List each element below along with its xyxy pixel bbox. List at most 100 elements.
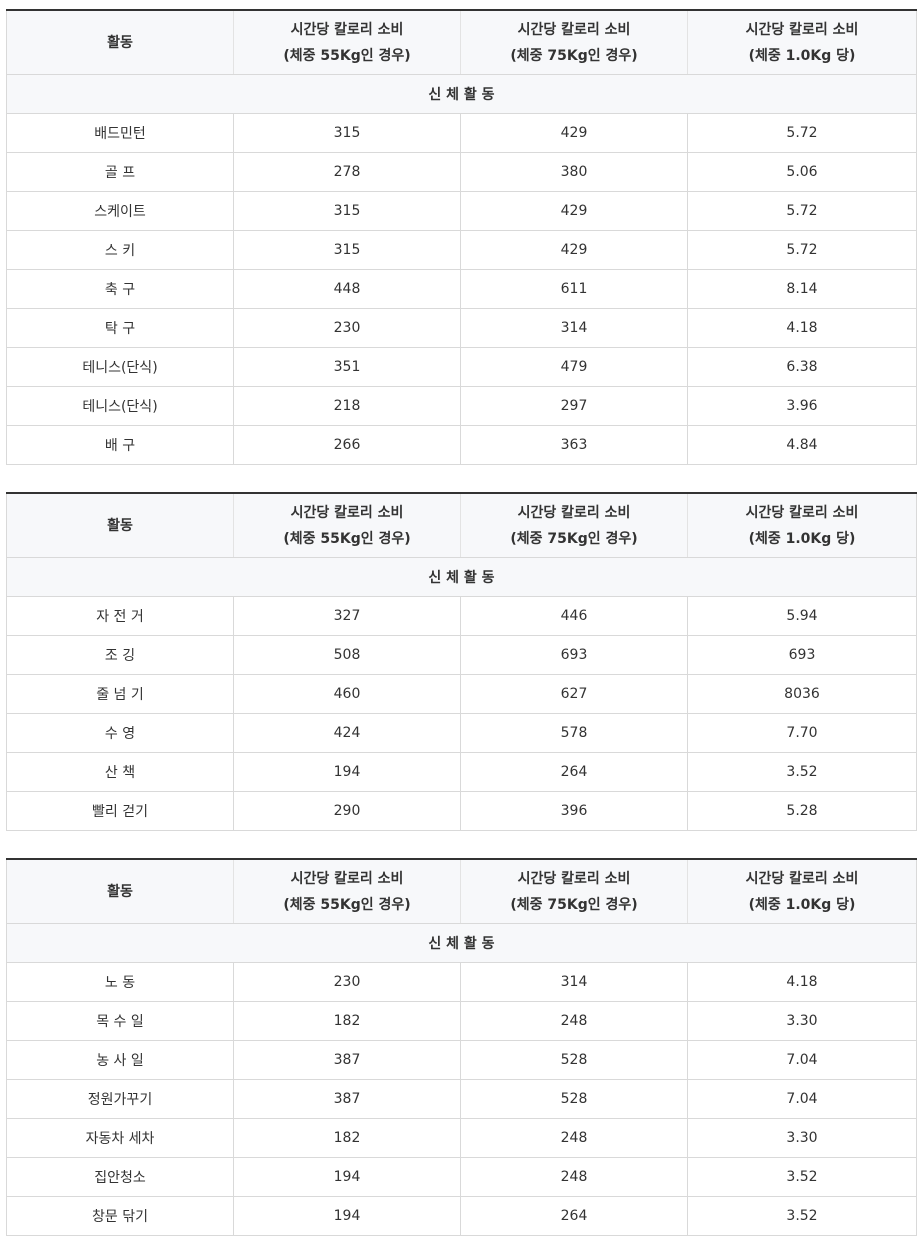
cell-calories-per-kg: 5.72 xyxy=(687,191,917,231)
cell-calories-55kg: 315 xyxy=(233,230,461,270)
cell-activity: 수 영 xyxy=(6,713,234,753)
cell-calories-75kg: 314 xyxy=(460,962,688,1002)
cell-calories-per-kg: 6.38 xyxy=(687,347,917,387)
cell-calories-75kg: 248 xyxy=(460,1118,688,1158)
cell-calories-per-kg: 4.84 xyxy=(687,425,917,465)
cell-calories-55kg: 194 xyxy=(233,1196,461,1236)
cell-calories-per-kg: 4.18 xyxy=(687,962,917,1002)
cell-calories-per-kg: 4.18 xyxy=(687,308,917,348)
cell-calories-per-kg: 7.04 xyxy=(687,1040,917,1080)
table-row: 집안청소 194 248 3.52 xyxy=(6,1157,917,1197)
cell-calories-55kg: 448 xyxy=(233,269,461,309)
table-row: 조 깅 508 693 693 xyxy=(6,635,917,675)
header-calories-55kg: 시간당 칼로리 소비 (체중 55Kg인 경우) xyxy=(233,858,461,924)
cell-calories-55kg: 230 xyxy=(233,308,461,348)
cell-activity: 배드민턴 xyxy=(6,113,234,153)
cell-calories-55kg: 290 xyxy=(233,791,461,831)
cell-calories-55kg: 424 xyxy=(233,713,461,753)
cell-calories-55kg: 351 xyxy=(233,347,461,387)
cell-calories-75kg: 380 xyxy=(460,152,688,192)
table-row: 빨리 걷기 290 396 5.28 xyxy=(6,791,917,831)
table-row: 자동차 세차 182 248 3.30 xyxy=(6,1118,917,1158)
cell-calories-55kg: 278 xyxy=(233,152,461,192)
table-row: 목 수 일 182 248 3.30 xyxy=(6,1001,917,1041)
cell-activity: 정원가꾸기 xyxy=(6,1079,234,1119)
section-row: 신 체 활 동 xyxy=(6,74,917,114)
cell-calories-75kg: 611 xyxy=(460,269,688,309)
cell-activity: 자 전 거 xyxy=(6,596,234,636)
cell-calories-55kg: 194 xyxy=(233,1157,461,1197)
cell-calories-per-kg: 5.72 xyxy=(687,230,917,270)
cell-activity: 골 프 xyxy=(6,152,234,192)
table-row: 탁 구 230 314 4.18 xyxy=(6,308,917,348)
table-row: 스 키 315 429 5.72 xyxy=(6,230,917,270)
cell-calories-75kg: 429 xyxy=(460,230,688,270)
cell-calories-75kg: 578 xyxy=(460,713,688,753)
cell-calories-per-kg: 3.30 xyxy=(687,1001,917,1041)
cell-activity: 목 수 일 xyxy=(6,1001,234,1041)
table-row: 수 영 424 578 7.70 xyxy=(6,713,917,753)
cell-activity: 테니스(단식) xyxy=(6,386,234,426)
cell-calories-75kg: 528 xyxy=(460,1040,688,1080)
cell-calories-75kg: 429 xyxy=(460,191,688,231)
header-calories-55kg: 시간당 칼로리 소비 (체중 55Kg인 경우) xyxy=(233,492,461,558)
cell-calories-75kg: 248 xyxy=(460,1001,688,1041)
table-row: 농 사 일 387 528 7.04 xyxy=(6,1040,917,1080)
table-row: 창문 닦기 194 264 3.52 xyxy=(6,1196,917,1236)
cell-activity: 빨리 걷기 xyxy=(6,791,234,831)
header-calories-55kg: 시간당 칼로리 소비 (체중 55Kg인 경우) xyxy=(233,9,461,75)
cell-calories-55kg: 266 xyxy=(233,425,461,465)
cell-activity: 줄 넘 기 xyxy=(6,674,234,714)
header-activity: 활동 xyxy=(6,492,234,558)
cell-activity: 산 책 xyxy=(6,752,234,792)
cell-calories-75kg: 314 xyxy=(460,308,688,348)
cell-activity: 테니스(단식) xyxy=(6,347,234,387)
table-row: 배드민턴 315 429 5.72 xyxy=(6,113,917,153)
cell-calories-per-kg: 5.06 xyxy=(687,152,917,192)
cell-calories-55kg: 387 xyxy=(233,1079,461,1119)
table-header-row: 활동 시간당 칼로리 소비 (체중 55Kg인 경우) 시간당 칼로리 소비 (체중 7… xyxy=(6,858,917,924)
cell-calories-per-kg: 8036 xyxy=(687,674,917,714)
cell-calories-75kg: 396 xyxy=(460,791,688,831)
cell-calories-75kg: 693 xyxy=(460,635,688,675)
calorie-table-1: 활동 시간당 칼로리 소비 (체중 55Kg인 경우) 시간당 칼로리 소비 (체중 7… xyxy=(6,9,917,465)
cell-calories-per-kg: 3.52 xyxy=(687,1196,917,1236)
cell-calories-75kg: 446 xyxy=(460,596,688,636)
calorie-table-2: 활동 시간당 칼로리 소비 (체중 55Kg인 경우) 시간당 칼로리 소비 (체중 7… xyxy=(6,492,917,831)
cell-calories-per-kg: 3.52 xyxy=(687,752,917,792)
table-row: 줄 넘 기 460 627 8036 xyxy=(6,674,917,714)
cell-activity: 탁 구 xyxy=(6,308,234,348)
table-row: 자 전 거 327 446 5.94 xyxy=(6,596,917,636)
header-calories-75kg: 시간당 칼로리 소비 (체중 75Kg인 경우) xyxy=(460,492,688,558)
cell-activity: 스 키 xyxy=(6,230,234,270)
table-row: 산 책 194 264 3.52 xyxy=(6,752,917,792)
cell-calories-55kg: 387 xyxy=(233,1040,461,1080)
header-calories-75kg: 시간당 칼로리 소비 (체중 75Kg인 경우) xyxy=(460,858,688,924)
cell-calories-75kg: 248 xyxy=(460,1157,688,1197)
header-calories-75kg: 시간당 칼로리 소비 (체중 75Kg인 경우) xyxy=(460,9,688,75)
cell-calories-55kg: 230 xyxy=(233,962,461,1002)
cell-calories-75kg: 479 xyxy=(460,347,688,387)
cell-activity: 스케이트 xyxy=(6,191,234,231)
header-calories-per-kg: 시간당 칼로리 소비 (체중 1.0Kg 당) xyxy=(687,858,917,924)
cell-calories-55kg: 218 xyxy=(233,386,461,426)
cell-activity: 배 구 xyxy=(6,425,234,465)
cell-calories-75kg: 528 xyxy=(460,1079,688,1119)
table-header-row: 활동 시간당 칼로리 소비 (체중 55Kg인 경우) 시간당 칼로리 소비 (체중 7… xyxy=(6,9,917,75)
header-calories-per-kg: 시간당 칼로리 소비 (체중 1.0Kg 당) xyxy=(687,9,917,75)
cell-calories-55kg: 182 xyxy=(233,1001,461,1041)
table-header-row: 활동 시간당 칼로리 소비 (체중 55Kg인 경우) 시간당 칼로리 소비 (체중 7… xyxy=(6,492,917,558)
table-row: 스케이트 315 429 5.72 xyxy=(6,191,917,231)
section-title: 신 체 활 동 xyxy=(6,923,917,963)
section-row: 신 체 활 동 xyxy=(6,923,917,963)
section-row: 신 체 활 동 xyxy=(6,557,917,597)
cell-calories-per-kg: 693 xyxy=(687,635,917,675)
header-activity: 활동 xyxy=(6,9,234,75)
header-calories-per-kg: 시간당 칼로리 소비 (체중 1.0Kg 당) xyxy=(687,492,917,558)
cell-calories-55kg: 315 xyxy=(233,191,461,231)
table-row: 테니스(단식) 351 479 6.38 xyxy=(6,347,917,387)
cell-calories-75kg: 363 xyxy=(460,425,688,465)
cell-calories-75kg: 627 xyxy=(460,674,688,714)
table-row: 축 구 448 611 8.14 xyxy=(6,269,917,309)
cell-activity: 노 동 xyxy=(6,962,234,1002)
